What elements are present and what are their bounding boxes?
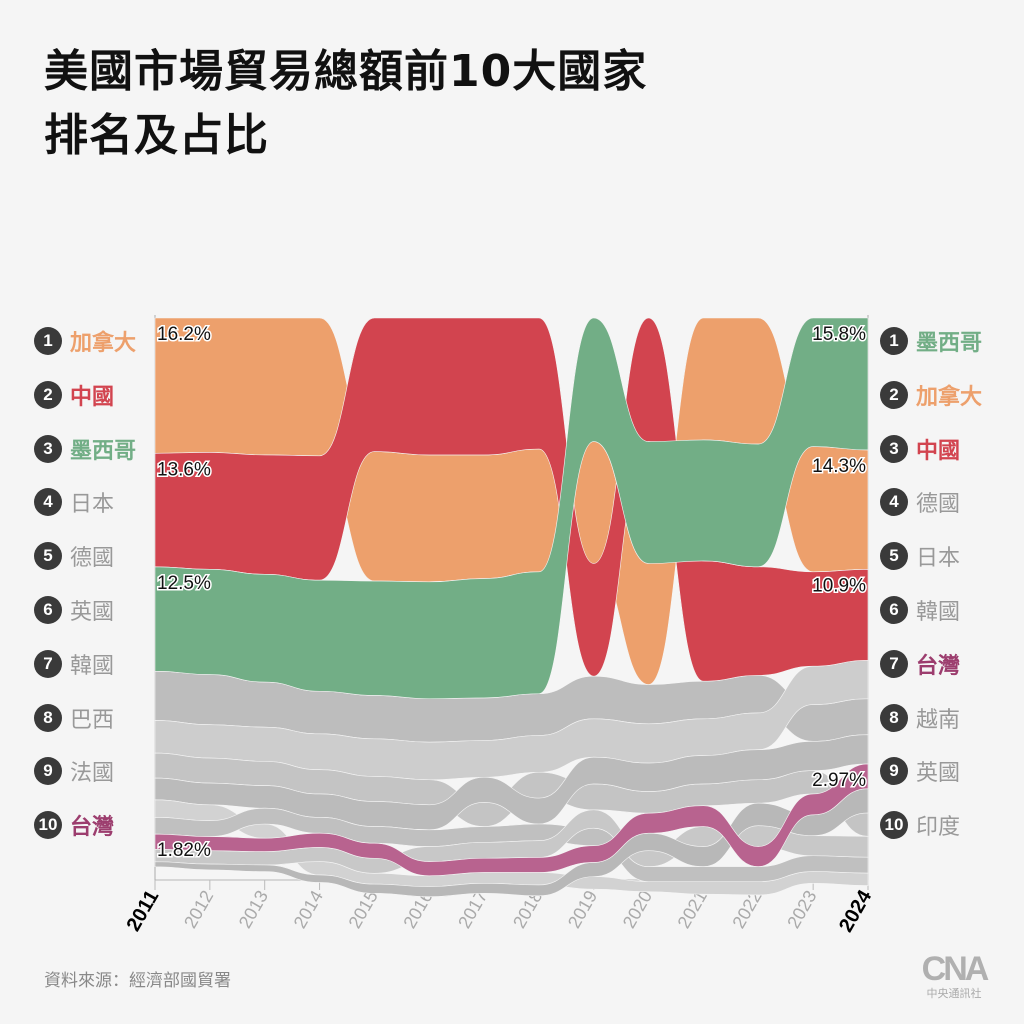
rank-row: 10 印度	[880, 810, 960, 840]
x-tick-label: 2013	[235, 887, 272, 932]
country-name: 英國	[70, 600, 115, 625]
rank-badge: 1	[880, 327, 908, 355]
rank-badge: 8	[34, 703, 62, 732]
ribbon-台灣	[154, 763, 869, 877]
rank-row: 2 加拿大	[880, 380, 982, 410]
rank-row: 5 德國	[34, 541, 114, 571]
x-tick-label: 2015	[345, 887, 382, 932]
ribbon-越南	[154, 788, 869, 897]
rank-badge: 1	[34, 327, 62, 355]
rank-badge: 5	[880, 542, 908, 571]
x-tick-label: 2014	[290, 887, 327, 932]
x-tick-label: 2023	[783, 887, 820, 932]
rank-badge: 10	[34, 811, 62, 840]
rank-row: 3 墨西哥	[34, 434, 136, 464]
logo-subtitle: 中央通訊社	[926, 987, 982, 1000]
rank-row: 9 法國	[34, 756, 114, 786]
rank-badge: 2	[34, 380, 62, 409]
data-label: 2.97%	[812, 770, 866, 791]
rank-row: 1 加拿大	[34, 326, 136, 356]
source-note: 資料來源：經濟部國貿署	[44, 971, 231, 991]
rank-row: 4 德國	[880, 487, 960, 517]
country-name: 韓國	[70, 653, 115, 679]
title-line-1: 美國市場貿易總額前10大國家	[44, 46, 648, 97]
country-name: 中國	[916, 438, 961, 464]
data-label: 16.2%	[157, 324, 211, 345]
data-label: 15.8%	[812, 324, 866, 345]
data-label: 14.3%	[812, 456, 866, 477]
rank-badge: 3	[880, 434, 908, 463]
ribbon-中國	[154, 317, 869, 682]
rank-row: 4 日本	[34, 487, 114, 517]
rank-badge: 7	[34, 649, 62, 678]
rank-badge: 10	[880, 811, 908, 840]
rank-badge: 8	[880, 703, 908, 732]
country-name: 台灣	[70, 815, 115, 841]
country-name: 英國	[916, 761, 961, 787]
rank-badge: 9	[34, 757, 62, 786]
rank-row: 7 台灣	[880, 649, 960, 679]
rank-badge: 9	[880, 757, 908, 786]
country-name: 德國	[70, 546, 115, 572]
data-label: 10.9%	[812, 575, 866, 596]
country-name: 越南	[916, 707, 961, 733]
ribbon-墨西哥	[154, 317, 869, 700]
data-label: 12.5%	[157, 573, 211, 594]
rank-badge: 6	[880, 596, 908, 624]
rank-row: 7 韓國	[34, 649, 114, 679]
data-label: 13.6%	[157, 459, 211, 480]
rank-row: 6 韓國	[880, 595, 960, 625]
rank-row: 6 英國	[34, 595, 114, 625]
rank-badge: 7	[880, 649, 908, 678]
country-name: 巴西	[70, 707, 115, 733]
cna-logo: CNA 中央通訊社	[912, 950, 996, 1001]
country-name: 印度	[916, 815, 961, 841]
rank-row: 5 日本	[880, 541, 960, 571]
page-title: 美國市場貿易總額前10大國家 排名及占比	[44, 40, 647, 168]
country-name: 台灣	[916, 653, 961, 679]
x-tick-label: 2024	[835, 886, 877, 936]
data-label: 1.82%	[157, 840, 211, 861]
country-name: 日本	[916, 546, 961, 572]
rank-row: 8 越南	[880, 703, 960, 733]
rank-badge: 5	[34, 542, 62, 571]
rank-row: 8 巴西	[34, 703, 114, 733]
rank-badge: 4	[34, 488, 62, 517]
rank-badge: 2	[880, 380, 908, 409]
rank-row: 2 中國	[34, 380, 114, 410]
country-name: 德國	[916, 492, 961, 518]
country-name: 日本	[70, 492, 115, 518]
rank-row: 3 中國	[880, 434, 960, 464]
rank-badge: 4	[880, 488, 908, 517]
rank-badge: 3	[34, 434, 62, 463]
country-name: 加拿大	[70, 331, 137, 356]
country-name: 加拿大	[916, 384, 983, 410]
x-tick-label: 2019	[564, 887, 601, 932]
country-name: 法國	[70, 761, 115, 787]
x-tick-label: 2011	[123, 887, 164, 936]
country-name: 墨西哥	[916, 331, 983, 356]
x-tick-label: 2020	[619, 887, 656, 932]
country-name: 中國	[70, 384, 115, 410]
country-name: 韓國	[916, 600, 961, 625]
x-tick-label: 2012	[180, 887, 217, 932]
rank-row: 10 台灣	[34, 810, 114, 840]
country-name: 墨西哥	[70, 438, 137, 464]
title-line-2: 排名及占比	[44, 110, 269, 161]
rank-row: 1 墨西哥	[880, 326, 982, 356]
rank-row: 9 英國	[880, 756, 960, 786]
logo-mark: CNA	[921, 950, 990, 988]
rank-badge: 6	[34, 596, 62, 624]
